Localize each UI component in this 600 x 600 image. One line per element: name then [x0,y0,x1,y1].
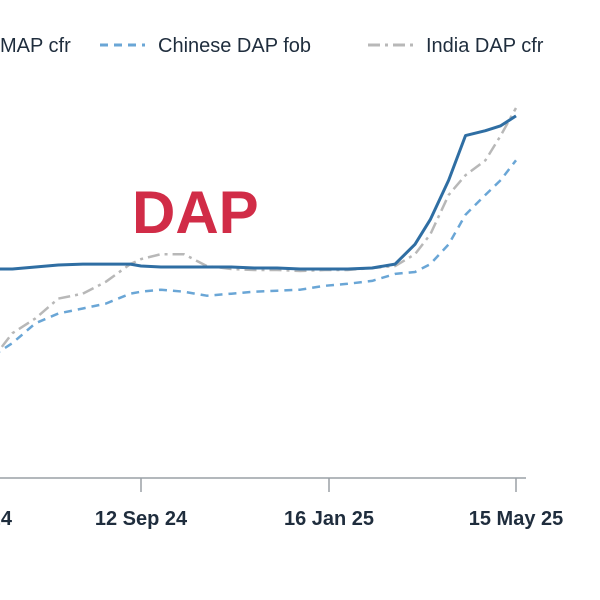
legend-item-chinese-dap-fob: Chinese DAP fob [100,35,311,57]
series-layer [0,107,518,353]
x-tick-label: 16 Jan 25 [284,508,374,530]
series-line-india-dap-cfr [0,107,518,352]
legend-item-india-dap-cfr: India DAP cfr [368,35,544,57]
x-axis-ticks: 24 12 Sep 24 16 Jan 25 15 May 25 [0,478,563,530]
x-tick-label: 12 Sep 24 [95,508,188,530]
legend-item-map-cfr: MAP cfr [0,35,71,57]
series-line-map-cfr [0,114,517,271]
legend: MAP cfr Chinese DAP fob India DAP cfr [0,35,544,57]
legend-label-india-dap-cfr: India DAP cfr [426,35,544,57]
series-line-chinese-dap-fob [0,159,517,353]
legend-label-map-cfr: MAP cfr [0,35,71,57]
x-tick-label: 24 [0,508,13,530]
dap-annotation: DAP [132,179,259,246]
x-tick-label: 15 May 25 [469,508,564,530]
legend-label-chinese-dap-fob: Chinese DAP fob [158,35,311,57]
